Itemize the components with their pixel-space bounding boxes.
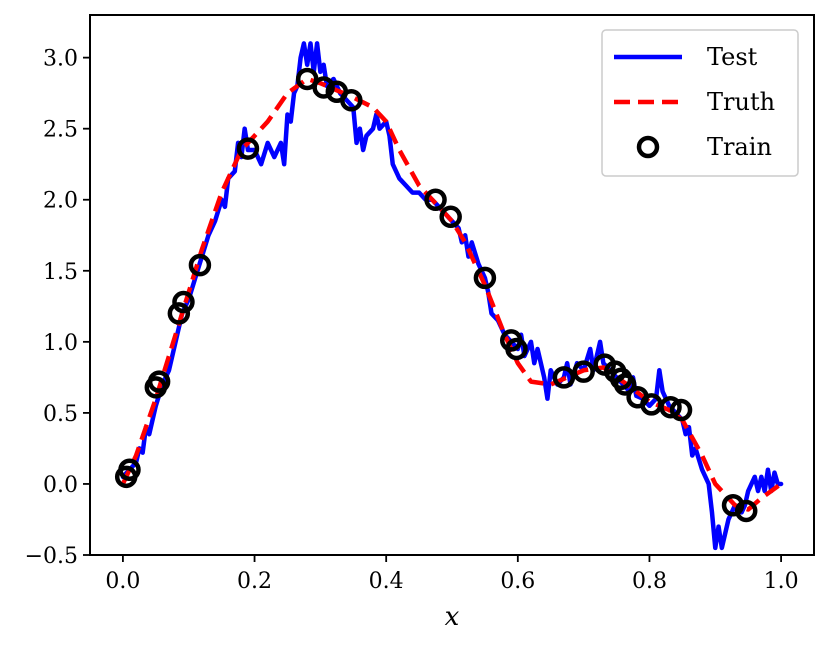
series-train-point bbox=[188, 253, 212, 277]
x-tick-label: 0.8 bbox=[632, 569, 667, 594]
series-train-point bbox=[295, 67, 319, 91]
series-layer bbox=[114, 41, 784, 551]
y-tick-label: 1.5 bbox=[43, 260, 78, 285]
series-train-point bbox=[572, 360, 595, 383]
y-tick-label: 0.5 bbox=[43, 402, 78, 427]
plot-frame bbox=[89, 14, 815, 556]
x-tick-label: 0.0 bbox=[105, 569, 140, 594]
series-train-point bbox=[172, 290, 195, 314]
legend-label-truth: Truth bbox=[707, 88, 775, 116]
x-tick-label: 0.6 bbox=[500, 569, 535, 594]
y-tick-label: 3.0 bbox=[43, 47, 78, 72]
series-train-point bbox=[147, 370, 171, 393]
legend-entry-train: Train bbox=[636, 133, 772, 161]
series-train-point bbox=[236, 137, 260, 160]
series-train-point bbox=[167, 302, 191, 325]
series-train-point bbox=[424, 188, 447, 211]
series-train-point bbox=[118, 458, 141, 481]
legend: Test Truth Train bbox=[601, 29, 799, 177]
y-tick-label: 0.0 bbox=[43, 473, 78, 498]
legend-swatch-train bbox=[636, 135, 660, 159]
y-axis: −0.5 0.0 0.5 1.0 1.5 2.0 2.5 3.0 bbox=[25, 47, 90, 569]
legend-label-test: Test bbox=[707, 43, 758, 71]
y-tick-label: 2.0 bbox=[43, 189, 78, 214]
x-axis: 0.0 0.2 0.4 0.6 0.8 1.0 bbox=[105, 555, 799, 594]
legend-entry-truth: Truth bbox=[614, 88, 775, 116]
series-train-point bbox=[734, 499, 758, 523]
series-train-point bbox=[659, 395, 682, 419]
y-tick-label: 1.0 bbox=[43, 331, 78, 356]
series-train-point bbox=[505, 337, 528, 361]
y-tick-label: −0.5 bbox=[25, 544, 78, 569]
series-train-point bbox=[340, 89, 363, 112]
x-tick-label: 1.0 bbox=[764, 569, 799, 594]
x-tick-label: 0.4 bbox=[369, 569, 404, 594]
series-truth-line bbox=[120, 76, 783, 512]
series-train-point bbox=[312, 76, 335, 99]
series-train-point bbox=[613, 373, 637, 396]
x-tick-label: 0.2 bbox=[237, 569, 272, 594]
legend-entry-test: Test bbox=[614, 43, 758, 71]
series-train-point bbox=[473, 266, 497, 290]
x-axis-label: x bbox=[445, 602, 460, 632]
series-train-point bbox=[552, 366, 576, 389]
y-tick-label: 2.5 bbox=[43, 118, 78, 143]
series-train-point bbox=[439, 205, 462, 229]
series-train-point bbox=[669, 398, 693, 422]
legend-label-train: Train bbox=[707, 133, 772, 161]
